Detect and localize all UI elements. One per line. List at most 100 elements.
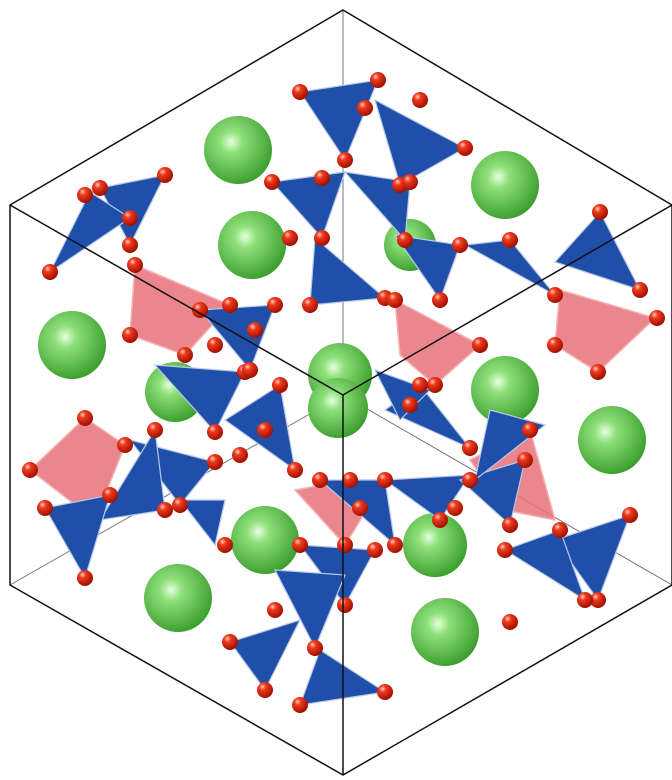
cell-front-edges: [9, 9, 672, 776]
oxygen-atom: [312, 472, 328, 488]
oxygen-atom: [367, 542, 383, 558]
oxygen-atom: [412, 92, 428, 108]
oxygen-atom: [307, 640, 323, 656]
tetrahedron: [463, 239, 556, 296]
oxygen-atom: [207, 337, 223, 353]
oxygen-atom: [242, 362, 258, 378]
oxygen-atom: [42, 264, 58, 280]
oxygen-atom: [207, 454, 223, 470]
tetrahedron: [309, 236, 387, 306]
oxygen-atom: [502, 614, 518, 630]
oxygen-atom: [172, 497, 188, 513]
oxygen-atom: [592, 204, 608, 220]
oxygen-atom: [257, 682, 273, 698]
oxygen-atom: [547, 337, 563, 353]
oxygen-atom: [117, 437, 133, 453]
tetrahedron: [153, 364, 246, 434]
tetrahedron: [458, 459, 526, 527]
oxygen-atom: [292, 697, 308, 713]
tetrahedron: [229, 619, 302, 692]
oxygen-atoms: [22, 72, 665, 713]
oxygen-atom: [462, 472, 478, 488]
oxygen-atom: [649, 310, 665, 326]
oxygen-atom: [232, 447, 248, 463]
oxygen-atom: [462, 440, 478, 456]
tetrahedron: [273, 569, 346, 650]
oxygen-atom: [432, 512, 448, 528]
oxygen-atom: [577, 592, 593, 608]
cation-spheres: [38, 116, 646, 666]
tetrahedron: [48, 191, 132, 274]
oxygen-atom: [147, 422, 163, 438]
oxygen-atom: [497, 542, 513, 558]
oxygen-atom: [314, 230, 330, 246]
oxygen-atom: [432, 292, 448, 308]
oxygen-atom: [402, 174, 418, 190]
octahedron: [554, 289, 657, 373]
oxygen-atom: [402, 397, 418, 413]
oxygen-atom: [370, 72, 386, 88]
oxygen-atom: [217, 537, 233, 553]
oxygen-atom: [342, 472, 358, 488]
oxygen-atom: [92, 180, 108, 196]
cation-sphere: [231, 506, 299, 574]
cation-sphere: [471, 151, 539, 219]
tetrahedron: [44, 494, 111, 580]
oxygen-atom: [222, 634, 238, 650]
oxygen-atom: [302, 297, 318, 313]
oxygen-atom: [282, 230, 298, 246]
oxygen-atom: [157, 502, 173, 518]
oxygen-atom: [267, 297, 283, 313]
oxygen-atom: [517, 452, 533, 468]
cation-sphere: [411, 598, 479, 666]
oxygen-atom: [590, 592, 606, 608]
oxygen-atom: [337, 597, 353, 613]
tetrahedron: [554, 514, 632, 602]
oxygen-atom: [427, 377, 443, 393]
oxygen-atom: [292, 84, 308, 100]
tetrahedron: [393, 234, 461, 302]
cation-sphere: [218, 211, 286, 279]
cell-edge: [342, 204, 672, 396]
oxygen-atom: [387, 537, 403, 553]
octahedron: [394, 298, 482, 386]
oxygen-atom: [127, 257, 143, 273]
oxygen-atom: [314, 170, 330, 186]
oxygen-atom: [77, 410, 93, 426]
oxygen-atom: [590, 364, 606, 380]
oxygen-atom: [77, 187, 93, 203]
oxygen-atom: [397, 232, 413, 248]
cell-edge: [9, 204, 344, 396]
tetrahedron: [553, 210, 642, 292]
oxygen-atom: [287, 462, 303, 478]
oxygen-atom: [122, 327, 138, 343]
oxygen-atom: [102, 487, 118, 503]
tetrahedron: [178, 499, 226, 547]
oxygen-atom: [192, 302, 208, 318]
oxygen-atom: [337, 152, 353, 168]
oxygen-atom: [502, 517, 518, 533]
oxygen-atom: [547, 287, 563, 303]
oxygen-atom: [122, 210, 138, 226]
cation-sphere: [403, 513, 467, 577]
oxygen-atom: [357, 100, 373, 116]
oxygen-atom: [502, 232, 518, 248]
oxygen-atom: [37, 500, 53, 516]
oxygen-atom: [264, 174, 280, 190]
oxygen-atom: [267, 602, 283, 618]
oxygen-atom: [22, 462, 38, 478]
oxygen-atom: [157, 167, 173, 183]
tetrahedron: [298, 79, 379, 162]
tetrahedron: [503, 529, 587, 602]
oxygen-atom: [222, 297, 238, 313]
oxygen-atom: [377, 684, 393, 700]
cation-sphere: [144, 564, 212, 632]
oxygen-atom: [292, 537, 308, 553]
oxygen-atom: [177, 347, 193, 363]
oxygen-atom: [552, 522, 568, 538]
oxygen-atom: [472, 337, 488, 353]
oxygen-atom: [447, 500, 463, 516]
oxygen-atom: [207, 424, 223, 440]
oxygen-atom: [412, 377, 428, 393]
